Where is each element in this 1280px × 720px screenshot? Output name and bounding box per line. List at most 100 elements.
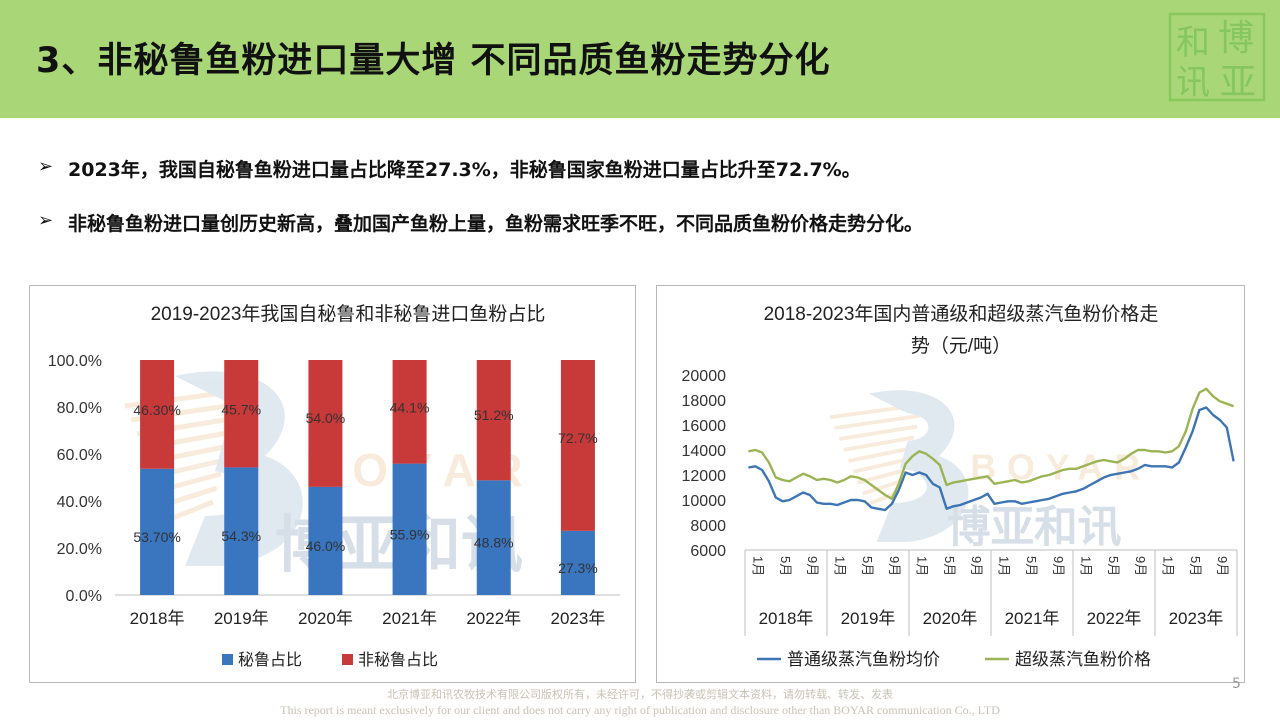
watermark-cn: 博亚和讯	[947, 503, 1122, 552]
year-label: 2018年	[759, 609, 814, 628]
arrow-bullet-icon: ➢	[38, 156, 54, 177]
y-tick-label: 20.0%	[57, 541, 102, 558]
month-tick-label: 1月	[996, 556, 1011, 576]
year-label: 2021年	[1005, 609, 1060, 628]
bar-non-peru	[392, 360, 427, 464]
data-label: 46.0%	[306, 538, 346, 554]
legend-label: 秘鲁占比	[238, 651, 302, 669]
chart-title: 2019-2023年我国自秘鲁和非秘鲁进口鱼粉占比	[151, 303, 546, 325]
x-tick-label: 2018年	[130, 609, 185, 628]
page-title: 3、非秘鲁鱼粉进口量大增 不同品质鱼粉走势分化	[36, 41, 831, 81]
y-tick-label: 18000	[682, 393, 727, 410]
month-tick-label: 5月	[1024, 556, 1039, 576]
data-label: 72.7%	[558, 430, 598, 446]
y-tick-label: 0.0%	[66, 588, 102, 605]
watermark-stripe	[172, 499, 214, 521]
month-tick-label: 9月	[969, 556, 984, 576]
y-tick-label: 16000	[682, 418, 727, 435]
month-tick-label: 5月	[778, 556, 793, 576]
bullet-list: ➢ 2023年，我国自秘鲁鱼粉进口量占比降至27.3%，非秘鲁国家鱼粉进口量占比…	[38, 155, 1258, 263]
logo-char: 讯	[1176, 63, 1210, 103]
month-tick-label: 5月	[942, 556, 957, 576]
x-tick-label: 2021年	[382, 609, 437, 628]
share-chart-panel: BOYAR博亚和讯2019-2023年我国自秘鲁和非秘鲁进口鱼粉占比0.0%20…	[29, 285, 636, 683]
month-tick-label: 1月	[914, 556, 929, 576]
data-label: 45.7%	[221, 401, 261, 417]
y-tick-label: 12000	[682, 468, 727, 485]
bar-peru	[476, 480, 511, 595]
bar-peru	[560, 530, 595, 595]
y-tick-label: 8000	[690, 518, 726, 535]
year-label: 2019年	[841, 609, 896, 628]
month-tick-label: 1月	[1078, 556, 1093, 576]
year-label: 2023年	[1169, 609, 1224, 628]
bar-peru	[224, 467, 259, 595]
peru-share-stacked-bar-chart: BOYAR博亚和讯2019-2023年我国自秘鲁和非秘鲁进口鱼粉占比0.0%20…	[48, 303, 620, 669]
legend-swatch	[222, 654, 233, 665]
month-tick-label: 9月	[1051, 556, 1066, 576]
bullet-item: ➢ 非秘鲁鱼粉进口量创历史新高，叠加国产鱼粉上量，鱼粉需求旺季不旺，不同品质鱼粉…	[38, 209, 1258, 239]
data-label: 44.1%	[390, 400, 430, 416]
month-tick-label: 1月	[832, 556, 847, 576]
arrow-bullet-icon: ➢	[38, 210, 54, 231]
watermark-stripe	[166, 485, 218, 507]
y-tick-label: 20000	[682, 368, 727, 385]
y-tick-label: 10000	[682, 493, 727, 510]
bar-non-peru	[560, 360, 595, 531]
bar-peru	[392, 463, 427, 595]
x-tick-label: 2023年	[551, 609, 606, 628]
bullet-item: ➢ 2023年，我国自秘鲁鱼粉进口量占比降至27.3%，非秘鲁国家鱼粉进口量占比…	[38, 155, 1258, 185]
month-tick-label: 5月	[1106, 556, 1121, 576]
month-tick-label: 9月	[1133, 556, 1148, 576]
year-label: 2022年	[1087, 609, 1142, 628]
copyright-notice-cn: 北京博亚和讯农牧技术有限公司版权所有，未经许可，不得抄袭或剪辑文本资料，请勿转载…	[387, 688, 893, 701]
bar-peru	[140, 468, 175, 595]
legend-swatch	[342, 654, 353, 665]
watermark-stripe	[861, 479, 903, 496]
logo-char: 亚	[1220, 62, 1256, 103]
legend-label: 超级蒸汽鱼粉价格	[1015, 650, 1151, 669]
month-tick-label: 5月	[1188, 556, 1203, 576]
data-label: 46.30%	[133, 402, 180, 418]
series-line-regular	[748, 406, 1235, 512]
legend-label: 普通级蒸汽鱼粉均价	[787, 650, 940, 669]
watermark-stripe	[834, 413, 921, 431]
data-label: 51.2%	[474, 407, 514, 423]
data-label: 54.3%	[221, 528, 261, 544]
watermark-latin: BOYAR	[970, 448, 1151, 488]
data-label: 48.8%	[474, 535, 514, 551]
x-tick-label: 2020年	[298, 609, 353, 628]
logo-char: 和	[1176, 23, 1210, 63]
copyright-notice-en: This report is meant exclusively for our…	[280, 703, 1000, 717]
data-label: 53.70%	[133, 529, 180, 545]
chart-title-line2: 势（元/吨）	[911, 335, 1011, 357]
month-tick-label: 9月	[805, 556, 820, 576]
watermark-stripe	[829, 402, 924, 420]
page-number: 5	[1232, 676, 1241, 692]
header-banner: 3、非秘鲁鱼粉进口量大增 不同品质鱼粉走势分化 和 博 讯 亚	[0, 0, 1280, 118]
legend-label: 非秘鲁占比	[358, 651, 438, 669]
month-tick-label: 9月	[887, 556, 902, 576]
y-tick-label: 40.0%	[57, 494, 102, 511]
y-tick-label: 60.0%	[57, 447, 102, 464]
month-tick-label: 1月	[1160, 556, 1175, 576]
chart-title-line1: 2018-2023年国内普通级和超级蒸汽鱼粉价格走	[764, 303, 1159, 325]
bar-non-peru	[140, 360, 175, 469]
series-line-super	[748, 387, 1235, 501]
y-tick-label: 100.0%	[48, 353, 102, 370]
bullet-text: 非秘鲁鱼粉进口量创历史新高，叠加国产鱼粉上量，鱼粉需求旺季不旺，不同品质鱼粉价格…	[68, 213, 924, 235]
bar-non-peru	[476, 360, 511, 481]
bullet-text: 2023年，我国自秘鲁鱼粉进口量占比降至27.3%，非秘鲁国家鱼粉进口量占比升至…	[68, 159, 861, 181]
price-chart-panel: BOYAR 博亚和讯 2018-2023年国内普通级和超级蒸汽鱼粉价格走 势（元/吨）…	[656, 285, 1245, 683]
x-tick-label: 2022年	[466, 609, 521, 628]
x-tick-label: 2019年	[214, 609, 269, 628]
watermark-stripe	[843, 435, 915, 452]
watermark-stripe	[848, 446, 912, 463]
y-tick-label: 6000	[690, 543, 726, 560]
bar-peru	[308, 486, 343, 595]
data-label: 27.3%	[558, 560, 598, 576]
bar-non-peru	[308, 360, 343, 487]
y-tick-label: 80.0%	[57, 400, 102, 417]
data-label: 54.0%	[306, 410, 346, 426]
month-tick-label: 1月	[750, 556, 765, 576]
